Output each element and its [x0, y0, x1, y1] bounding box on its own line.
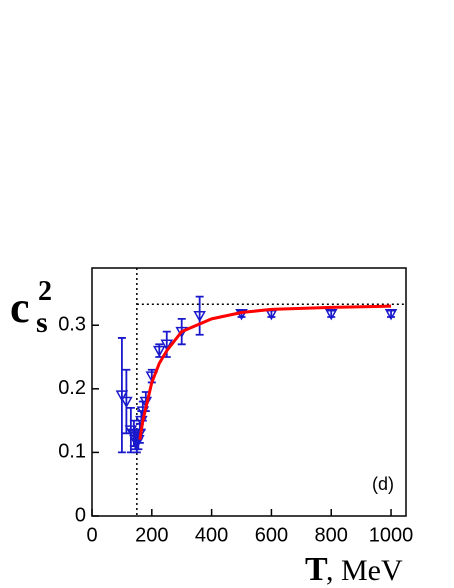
x-tick-label: 800	[315, 524, 348, 546]
error-bar	[117, 337, 126, 454]
x-tick-label: 200	[135, 524, 168, 546]
y-label-sub: s	[36, 306, 48, 339]
error-bar	[387, 309, 396, 318]
marker	[120, 396, 133, 409]
y-label: c	[10, 283, 30, 332]
x-label-unit: , MeV	[326, 554, 403, 587]
y-tick-label: 0.1	[58, 441, 86, 463]
error-bar	[195, 295, 204, 336]
error-bar	[327, 309, 336, 318]
marker	[324, 309, 338, 321]
y-label-sup: 2	[38, 276, 52, 307]
x-tick-label: 1000	[369, 524, 414, 546]
marker	[193, 310, 206, 323]
marker	[384, 309, 398, 321]
x-tick-label: 0	[86, 524, 97, 546]
x-label: T	[305, 551, 328, 588]
annotation: (d)	[372, 474, 394, 494]
y-tick-label: 0	[75, 504, 86, 526]
y-tick-label: 0.2	[58, 377, 86, 399]
fit-curve	[138, 304, 392, 440]
plot-frame	[91, 267, 407, 517]
marker	[115, 390, 129, 402]
marker	[153, 345, 166, 358]
x-tick-label: 400	[195, 524, 228, 546]
marker	[160, 339, 174, 351]
x-tick-label: 600	[255, 524, 288, 546]
y-tick-label: 0.3	[58, 314, 86, 336]
